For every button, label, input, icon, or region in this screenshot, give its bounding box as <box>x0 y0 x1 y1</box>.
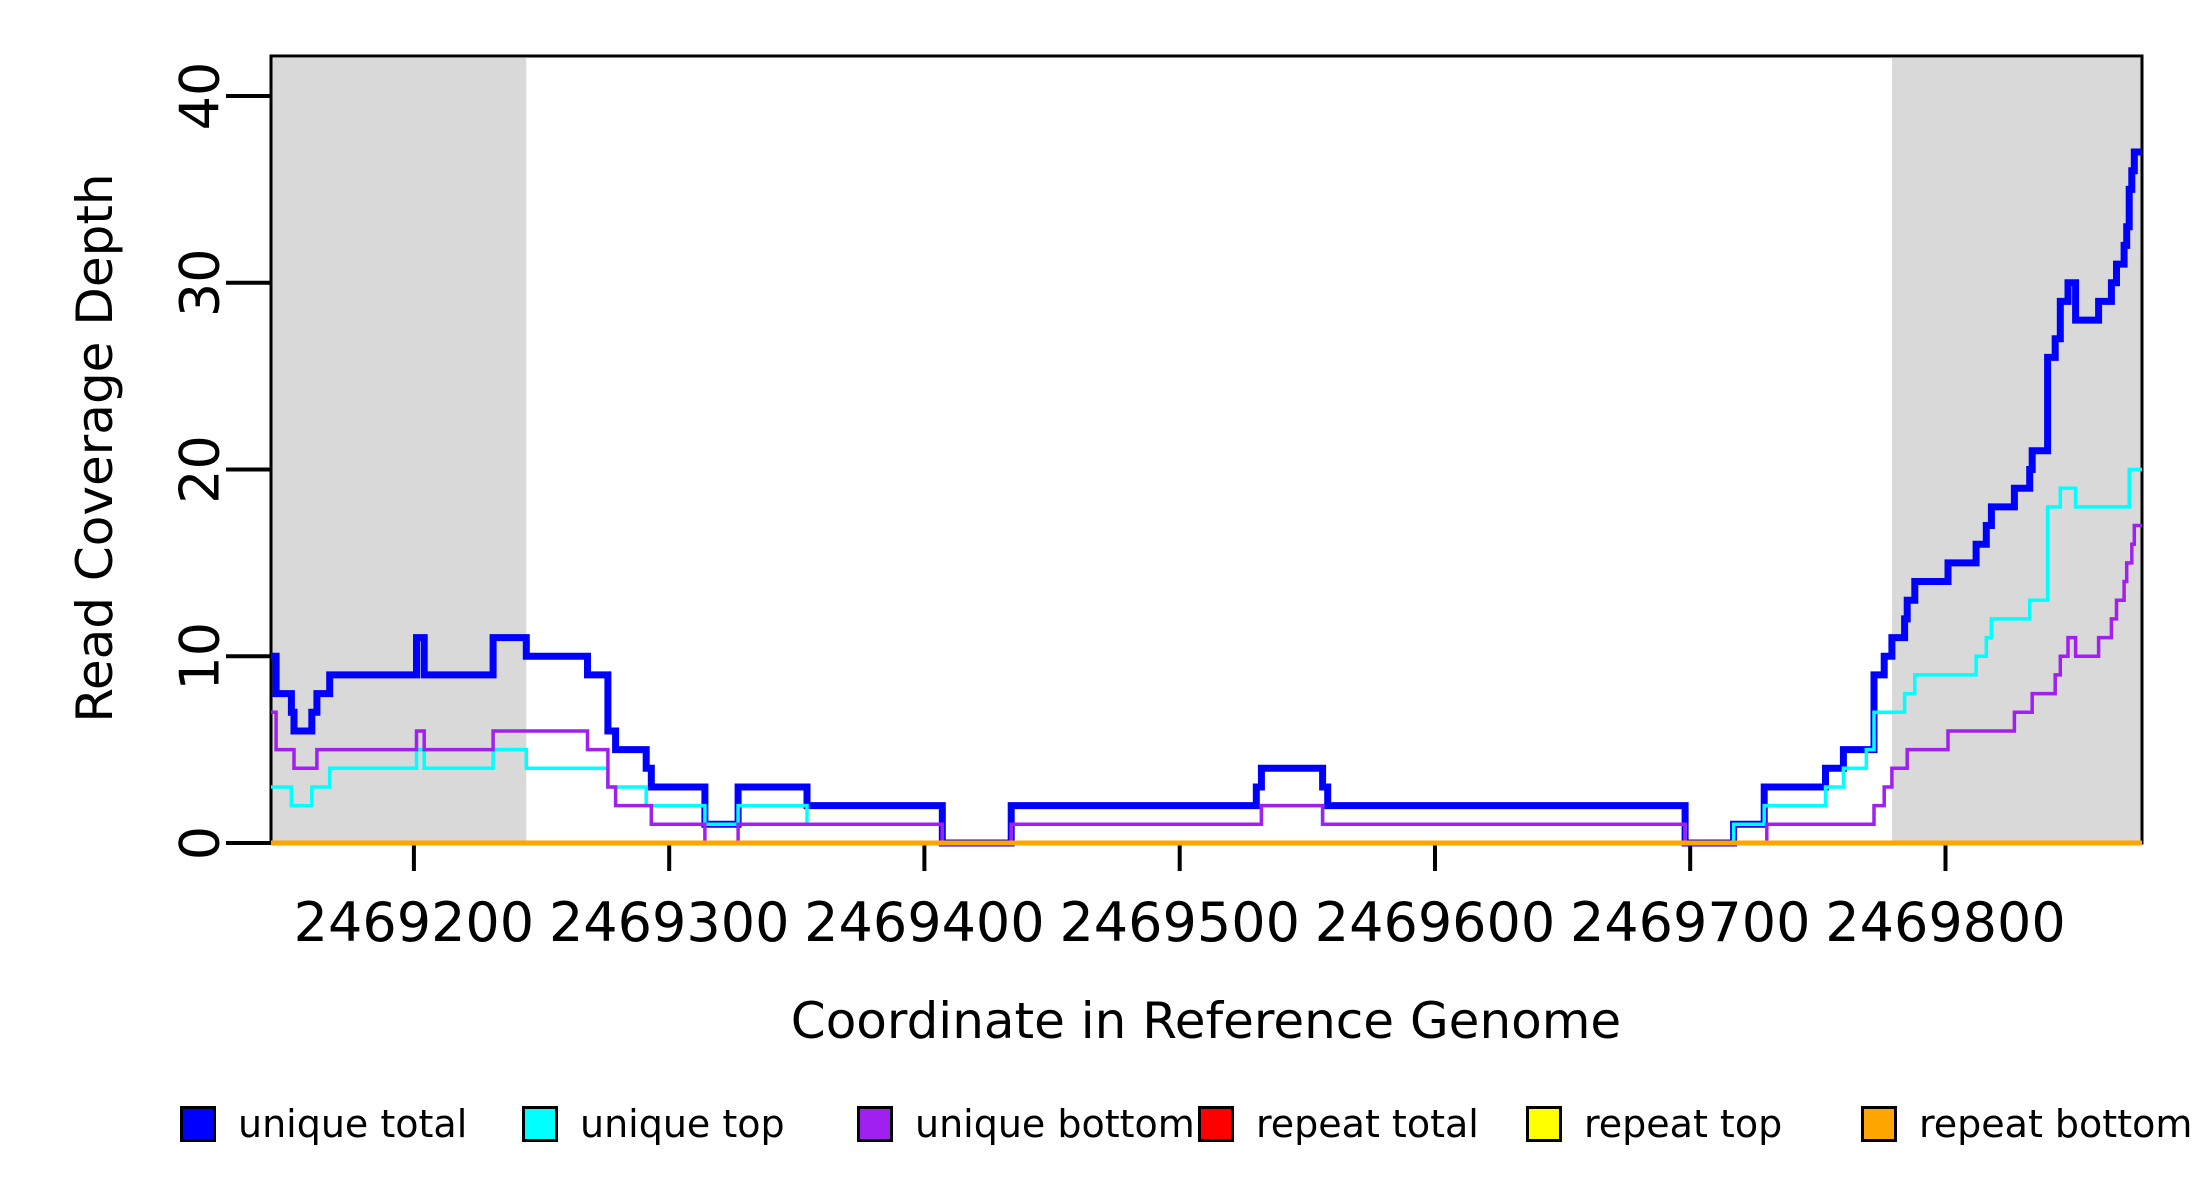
x-axis-tick-label: 2469800 <box>1825 891 2066 954</box>
y-axis-tick-label: 0 <box>169 826 232 860</box>
legend-item-repeat-top: repeat top <box>1526 1102 1783 1146</box>
legend-swatch-unique-total <box>180 1106 216 1142</box>
legend-swatch-repeat-top <box>1526 1106 1562 1142</box>
x-axis-tick-label: 2469400 <box>804 891 1045 954</box>
repeat-region-band-2 <box>1891 58 2142 843</box>
x-axis-tick-label: 2469700 <box>1570 891 1811 954</box>
legend-swatch-unique-bottom <box>857 1106 893 1142</box>
x-axis-tick-label: 2469600 <box>1315 891 1556 954</box>
legend-label: unique bottom <box>915 1102 1195 1146</box>
legend-label: repeat bottom <box>1919 1102 2193 1146</box>
legend-item-unique-total: unique total <box>180 1102 468 1146</box>
legend-swatch-unique-top <box>522 1106 558 1142</box>
series-unique-bottom-line <box>271 523 2142 845</box>
legend-swatch-repeat-total <box>1198 1106 1234 1142</box>
x-axis-title: Coordinate in Reference Genome <box>790 992 1622 1050</box>
x-axis-tick-label: 2469200 <box>294 891 535 954</box>
y-axis-tick-label: 20 <box>169 435 232 504</box>
y-axis-tick-label: 40 <box>169 62 232 131</box>
legend-swatch-repeat-bottom <box>1861 1106 1897 1142</box>
series-unique-total-line <box>271 148 2142 847</box>
y-axis-tick-label: 10 <box>169 622 232 691</box>
legend-label: unique top <box>580 1102 785 1146</box>
y-axis-title: Read Coverage Depth <box>66 173 124 723</box>
plot-box <box>269 54 2144 845</box>
legend-label: unique total <box>238 1102 468 1146</box>
legend-item-unique-top: unique top <box>522 1102 785 1146</box>
legend-item-repeat-bottom: repeat bottom <box>1861 1102 2193 1146</box>
legend-label: repeat top <box>1584 1102 1783 1146</box>
legend-label: repeat total <box>1256 1102 1479 1146</box>
legend-item-unique-bottom: unique bottom <box>857 1102 1195 1146</box>
x-axis-tick-label: 2469500 <box>1059 891 1300 954</box>
legend-item-repeat-total: repeat total <box>1198 1102 1479 1146</box>
y-axis-tick-label: 30 <box>169 248 232 317</box>
x-axis-tick-label: 2469300 <box>549 891 790 954</box>
